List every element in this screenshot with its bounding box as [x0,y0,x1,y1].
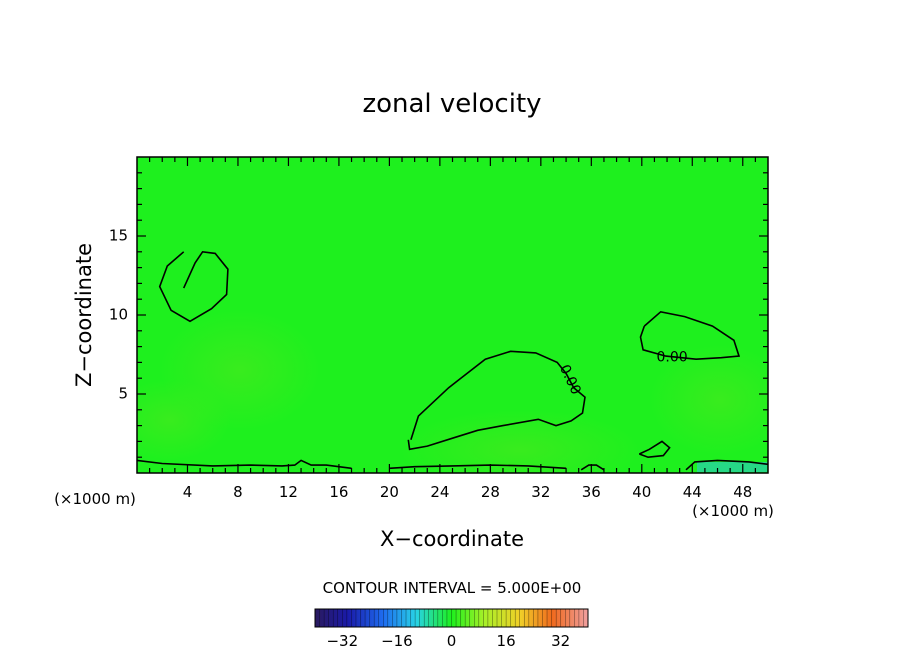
colorbar-tick-label: 0 [447,632,457,650]
contour-zero-right [639,310,741,361]
contour-bottom-36 [580,464,605,471]
y-axis-label: Z−coordinate [72,243,96,387]
y-tick-label: 15 [109,227,128,245]
y-axis-ticks: 5 10 15 [109,172,768,458]
x-tick-label: 44 [683,483,702,501]
x-axis-label: X−coordinate [380,527,524,551]
x-unit-label-right: (×1000 m) [692,502,774,520]
field-shading-blob [650,345,768,455]
y-tick-label: 5 [118,385,128,403]
contour-zero-upper-left [158,250,229,323]
colorbar-stripes [319,609,584,627]
field-shading-blob [400,410,640,473]
contour-interval-label: CONTOUR INTERVAL = 5.000E+00 [323,579,582,597]
x-tick-label: 24 [430,483,449,501]
field-cyan-patch [697,462,767,472]
contour-bottom-mid [389,464,567,470]
colorbar-tick-label: −32 [326,632,358,650]
colorbar-ticks: −32 −16 0 16 32 [326,632,570,650]
contour-value-label: 0.00 [657,350,688,366]
colorbar-tick-label: −16 [381,632,413,650]
x-tick-label: 8 [233,483,243,501]
colorbar-tick-label: 32 [551,632,570,650]
x-tick-label: 16 [329,483,348,501]
x-tick-label: 48 [733,483,752,501]
y-tick-label: 10 [109,306,128,324]
x-tick-label: 32 [531,483,550,501]
x-tick-label: 28 [481,483,500,501]
x-tick-label: 36 [582,483,601,501]
colorbar-tick-label: 16 [497,632,516,650]
contour-zero-center [407,350,586,451]
x-tick-label: 40 [632,483,651,501]
contour-small-right [638,440,671,459]
x-tick-label: 20 [380,483,399,501]
x-tick-label: 4 [183,483,193,501]
chart-title: zonal velocity [362,89,541,119]
field-shading-blob [137,380,230,460]
x-tick-label: 12 [279,483,298,501]
x-unit-label-left: (×1000 m) [54,490,136,508]
x-axis-ticks: 4 8 12 16 20 24 28 32 36 40 44 48 [149,157,756,501]
field-shading-group [137,310,768,473]
